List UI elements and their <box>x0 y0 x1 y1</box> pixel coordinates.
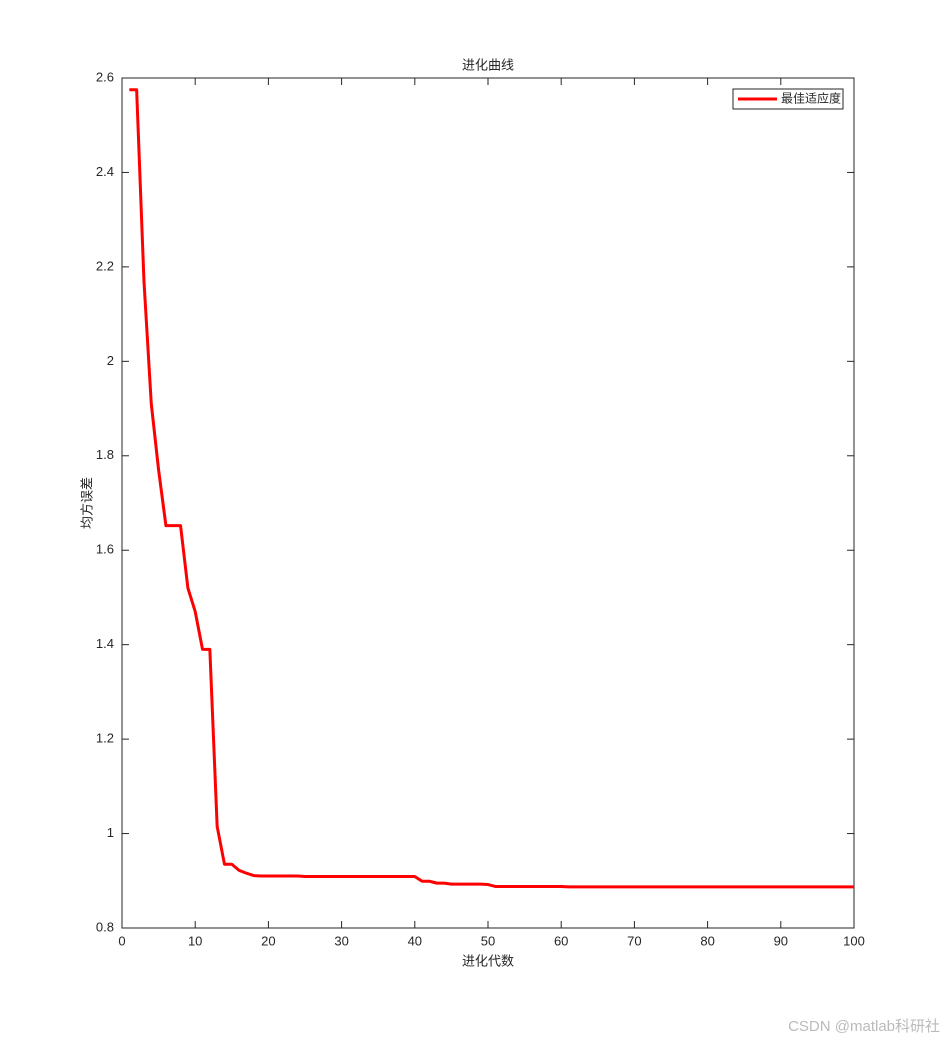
x-tick-label: 100 <box>843 933 865 948</box>
x-tick-label: 50 <box>481 933 495 948</box>
plot-area <box>121 77 855 929</box>
y-tick-label: 1.4 <box>96 636 114 651</box>
x-tick-label: 70 <box>627 933 641 948</box>
y-tick-label: 2 <box>107 353 114 368</box>
x-tick-label: 30 <box>334 933 348 948</box>
x-tick-label: 90 <box>774 933 788 948</box>
y-tick-label: 2.2 <box>96 258 114 273</box>
x-tick-label: 20 <box>261 933 275 948</box>
y-tick-label: 2.6 <box>96 69 114 84</box>
x-tick-label: 0 <box>118 933 125 948</box>
chart-title: 进化曲线 <box>462 59 514 74</box>
y-tick-label: 0.8 <box>96 919 114 934</box>
x-tick-label: 10 <box>188 933 202 948</box>
legend-box <box>732 88 844 110</box>
x-axis-label: 进化代数 <box>462 955 514 970</box>
y-tick-label: 1.8 <box>96 447 114 462</box>
watermark: CSDN @matlab科研社 <box>788 1018 940 1035</box>
data-line <box>129 88 854 889</box>
y-tick-label: 2.4 <box>96 164 114 179</box>
x-tick-label: 80 <box>700 933 714 948</box>
y-tick-label: 1.2 <box>96 731 114 746</box>
y-tick-label: 1 <box>107 825 114 840</box>
y-axis-label: 均方误差 <box>80 477 96 529</box>
x-tick-label: 60 <box>554 933 568 948</box>
x-tick-label: 40 <box>408 933 422 948</box>
legend-label: 最佳适应度 <box>781 91 841 106</box>
y-tick-label: 1.6 <box>96 542 114 557</box>
